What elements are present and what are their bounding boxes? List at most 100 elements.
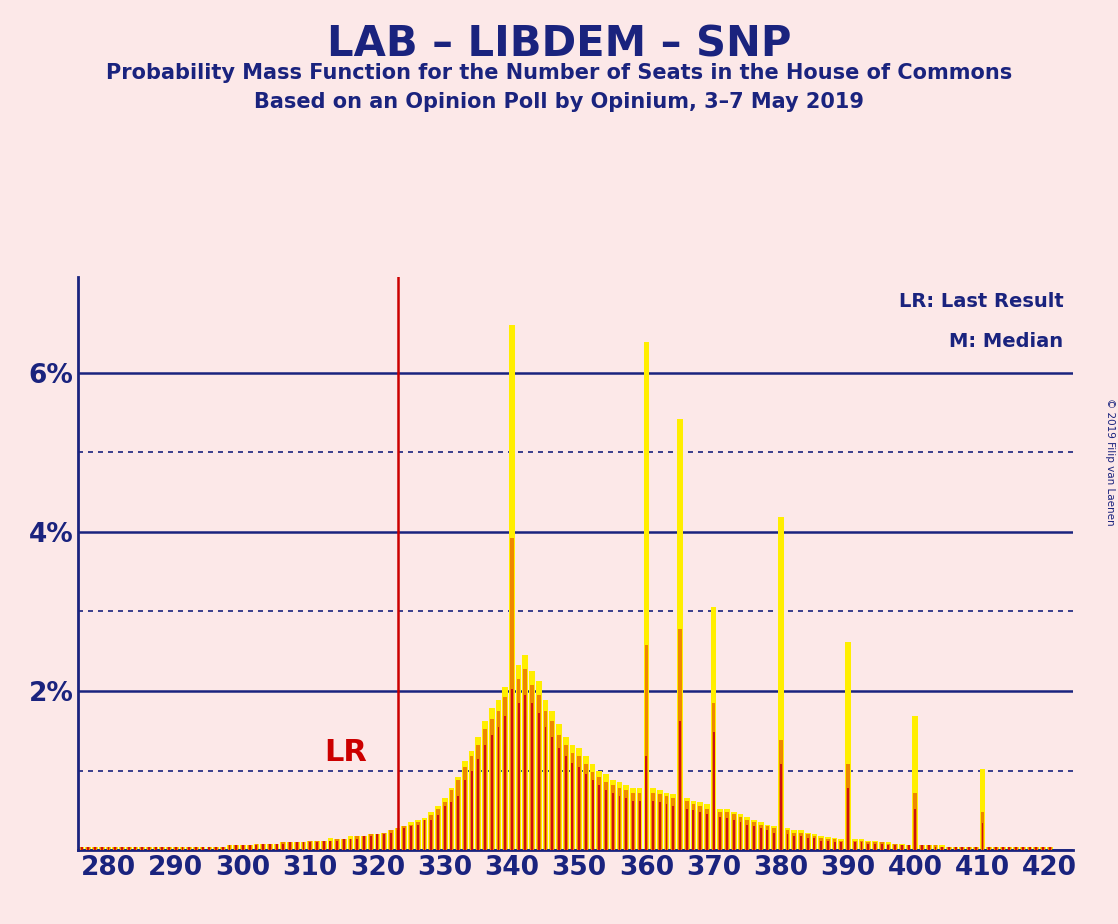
Bar <box>685 808 688 850</box>
Bar <box>1015 847 1017 850</box>
Bar <box>946 847 951 850</box>
Bar <box>511 689 513 850</box>
Bar <box>401 826 407 850</box>
Bar <box>1040 847 1045 850</box>
Bar <box>773 828 776 850</box>
Bar <box>255 844 258 850</box>
Bar <box>1035 847 1038 850</box>
Bar <box>758 822 764 850</box>
Bar <box>948 847 950 850</box>
Bar <box>986 847 992 850</box>
Bar <box>437 815 439 850</box>
Bar <box>846 764 850 850</box>
Bar <box>651 788 656 850</box>
Bar <box>861 842 862 850</box>
Bar <box>786 830 789 850</box>
Bar <box>847 788 849 850</box>
Bar <box>1022 847 1024 850</box>
Bar <box>778 517 784 850</box>
Bar <box>912 716 918 850</box>
Bar <box>967 847 970 850</box>
Bar <box>825 837 831 850</box>
Bar <box>388 830 394 850</box>
Bar <box>685 801 689 850</box>
Bar <box>301 842 306 850</box>
Bar <box>927 845 930 850</box>
Bar <box>954 847 957 850</box>
Bar <box>968 847 970 850</box>
Bar <box>562 737 569 850</box>
Bar <box>1029 847 1031 850</box>
Bar <box>477 759 480 850</box>
Bar <box>712 733 714 850</box>
Bar <box>141 847 143 850</box>
Bar <box>840 841 843 850</box>
Bar <box>832 838 837 850</box>
Bar <box>404 828 405 850</box>
Bar <box>421 819 427 850</box>
Bar <box>747 824 748 850</box>
Bar <box>357 839 358 850</box>
Bar <box>430 820 433 850</box>
Bar <box>780 764 781 850</box>
Bar <box>207 847 212 850</box>
Text: M: Median: M: Median <box>949 332 1063 350</box>
Bar <box>444 806 446 850</box>
Bar <box>415 820 420 850</box>
Bar <box>294 842 300 850</box>
Text: Based on an Opinion Poll by Opinium, 3–7 May 2019: Based on an Opinion Poll by Opinium, 3–7… <box>254 92 864 113</box>
Bar <box>181 847 183 850</box>
Bar <box>845 641 851 850</box>
Bar <box>504 716 506 850</box>
Bar <box>550 721 555 850</box>
Bar <box>409 824 413 850</box>
Bar <box>424 820 426 850</box>
Bar <box>859 839 864 850</box>
Bar <box>235 845 237 850</box>
Bar <box>475 737 481 850</box>
Bar <box>287 842 293 850</box>
Bar <box>1020 847 1025 850</box>
Bar <box>893 844 897 850</box>
Bar <box>354 835 360 850</box>
Bar <box>208 847 211 850</box>
Bar <box>765 824 770 850</box>
Bar <box>389 830 392 850</box>
Bar <box>94 847 96 850</box>
Bar <box>456 780 459 850</box>
Bar <box>154 847 158 850</box>
Bar <box>598 784 600 850</box>
Bar <box>705 808 709 850</box>
Bar <box>684 798 690 850</box>
Bar <box>362 835 366 850</box>
Bar <box>423 820 426 850</box>
Bar <box>113 847 119 850</box>
Bar <box>892 844 898 850</box>
Bar <box>107 847 110 850</box>
Bar <box>471 771 473 850</box>
Bar <box>524 695 527 850</box>
Bar <box>731 812 737 850</box>
Bar <box>698 802 703 850</box>
Bar <box>906 845 911 850</box>
Bar <box>462 761 467 850</box>
Bar <box>798 830 804 850</box>
Bar <box>605 790 607 850</box>
Bar <box>590 772 595 850</box>
Bar <box>395 828 400 850</box>
Bar <box>307 841 313 850</box>
Bar <box>390 833 391 850</box>
Bar <box>457 796 459 850</box>
Bar <box>671 795 676 850</box>
Bar <box>921 845 923 850</box>
Bar <box>195 847 197 850</box>
Bar <box>341 839 347 850</box>
Bar <box>215 847 218 850</box>
Bar <box>704 804 710 850</box>
Bar <box>852 839 858 850</box>
Bar <box>523 669 528 850</box>
Bar <box>659 795 662 850</box>
Bar <box>309 842 312 850</box>
Bar <box>935 847 937 850</box>
Bar <box>120 847 124 850</box>
